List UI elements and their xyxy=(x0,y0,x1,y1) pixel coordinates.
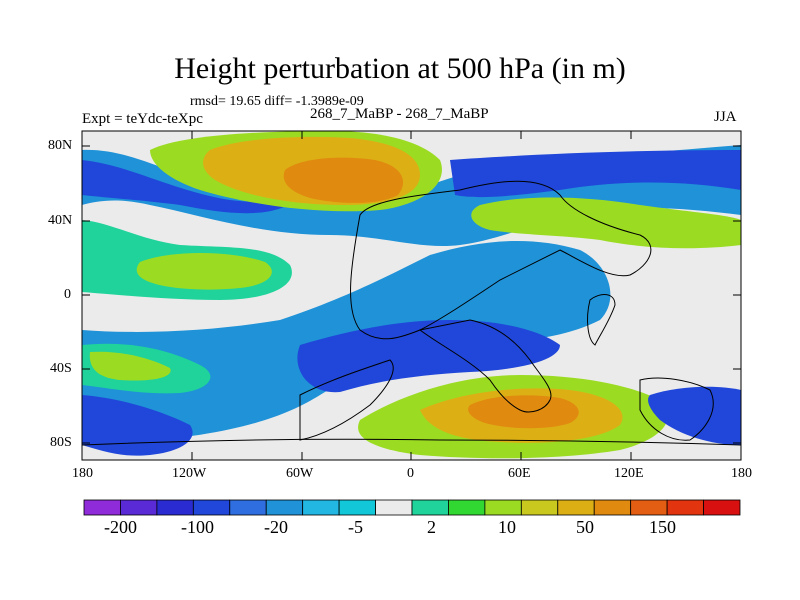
colorbar-label-10: 10 xyxy=(498,517,516,537)
coastlines xyxy=(82,180,741,446)
colorbar-cell xyxy=(630,499,668,516)
contour-field xyxy=(82,131,741,460)
lon-tick-label-0: 0 xyxy=(407,466,414,481)
colorbar-cell xyxy=(338,499,376,516)
north-negative-core-2 xyxy=(450,150,741,198)
central-negative-core xyxy=(297,320,560,393)
colorbar-cell xyxy=(520,499,559,516)
colorbar-cell xyxy=(484,499,522,516)
lat-tick-label-80s: 80S xyxy=(50,435,72,450)
colorbar-cell xyxy=(593,499,632,516)
lat-tick-label-0: 0 xyxy=(64,287,71,302)
colorbar-cell xyxy=(411,499,449,516)
colorbar-cell xyxy=(192,499,231,516)
stats-line: rmsd= 19.65 diff= -1.3989e-09 xyxy=(190,94,364,109)
lon-tick-label-180e: 180 xyxy=(731,466,752,481)
lon-tick-label-180w: 180 xyxy=(72,466,93,481)
colorbar-label-neg5: -5 xyxy=(348,517,363,537)
colorbar-cell xyxy=(229,499,267,516)
lon-tick-label-60w: 60W xyxy=(286,466,314,481)
southwest-positive-core xyxy=(89,351,171,381)
experiment-label: Expt = teYdc-teXpc xyxy=(82,111,203,127)
lon-tick-label-60e: 60E xyxy=(508,466,531,481)
colorbar-label-2: 2 xyxy=(427,517,436,537)
colorbar-cell xyxy=(83,499,121,516)
colorbar-cell xyxy=(120,499,158,516)
northeast-positive xyxy=(471,197,741,249)
colorbar xyxy=(83,499,741,516)
colorbar-cell xyxy=(156,499,194,516)
tropical-west-positive-core xyxy=(136,253,272,290)
axis-ticks xyxy=(82,131,741,460)
colorbar-label-neg200: -200 xyxy=(104,517,137,537)
colorbar-cell xyxy=(302,499,340,516)
colorbar-label-50: 50 xyxy=(576,517,594,537)
southeast-negative xyxy=(648,386,741,445)
plot-title: Height perturbation at 500 hPa (in m) xyxy=(174,52,626,85)
colorbar-cell xyxy=(703,499,741,516)
lat-tick-label-80n: 80N xyxy=(48,138,73,153)
north-negative-core xyxy=(82,160,300,214)
colorbar-label-neg20: -20 xyxy=(264,517,288,537)
colorbar-cell xyxy=(666,499,704,516)
lon-tick-label-120e: 120E xyxy=(614,466,644,481)
lat-tick-label-40s: 40S xyxy=(50,361,72,376)
colorbar-cell xyxy=(265,499,304,516)
colorbar-cell xyxy=(557,499,595,516)
north-pacific-positive xyxy=(283,157,404,203)
colorbar-cell xyxy=(448,499,486,516)
colorbar-cell xyxy=(375,499,413,516)
lon-tick-label-120w: 120W xyxy=(172,466,207,481)
season-label: JJA xyxy=(714,109,737,125)
lat-tick-label-40n: 40N xyxy=(48,213,73,228)
case-label: 268_7_MaBP - 268_7_MaBP xyxy=(310,106,489,122)
colorbar-label-150: 150 xyxy=(649,517,676,537)
southern-negative xyxy=(82,395,193,456)
colorbar-label-neg100: -100 xyxy=(181,517,214,537)
